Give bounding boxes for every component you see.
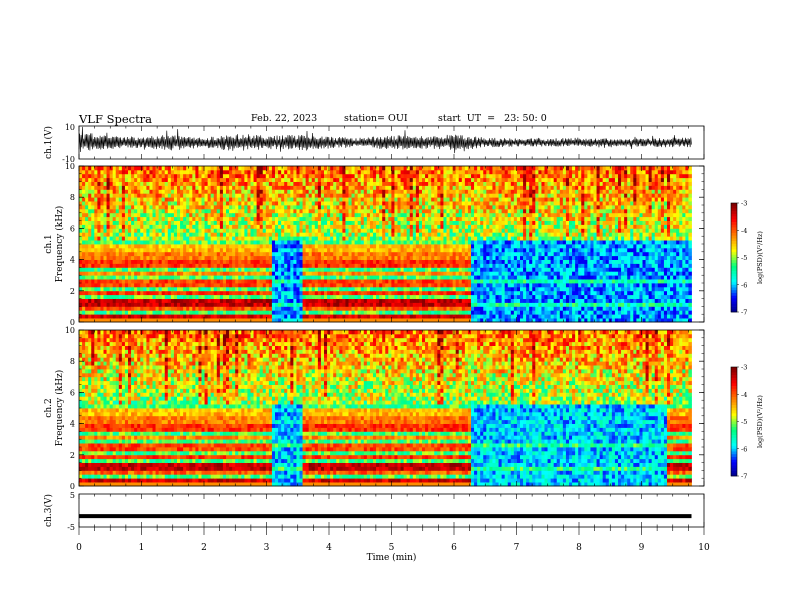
ch2-spectrogram-ytick-8: 8	[70, 357, 75, 366]
ch2-spectrogram-cbar-tick-m4: -4	[741, 391, 747, 399]
ch1-spectrogram-ytick-2: 2	[70, 287, 75, 296]
ch2-spectrogram	[79, 330, 692, 487]
ch1-spectrogram-cbar-tick-m4: -4	[741, 227, 747, 235]
ch1-spectrogram-cbar-tick-m3: -3	[741, 200, 747, 208]
ch1-spectrogram-ylabel-channel: ch.1	[44, 234, 54, 253]
ch2-spectrogram-cbar-label: log(PSD)(V²/Hz)	[756, 395, 764, 448]
ch1-spectrogram-ytick-10: 10	[65, 162, 75, 171]
ch1-ytick-top: 10	[65, 123, 75, 132]
ch1-spectrogram-ytick-0: 0	[70, 318, 75, 327]
ch2-spectrogram-cbar-tick-m3: -3	[741, 364, 747, 372]
xtick-4: 4	[326, 543, 332, 553]
ch2-spectrogram-cbar-tick-m7: -7	[741, 473, 747, 481]
ch1-waveform-trace	[78, 126, 692, 154]
ch1-spectrogram-ylabel: Frequency (kHz)	[54, 206, 65, 283]
xtick-5: 5	[389, 543, 395, 553]
ch1-spectrogram-ytick-6: 6	[70, 224, 75, 233]
xtick-3: 3	[264, 543, 270, 553]
ch2-spectrogram-cbar-tick-m5: -5	[741, 418, 747, 426]
x-axis-label: Time (min)	[367, 552, 417, 563]
xtick-0: 0	[76, 543, 82, 553]
ch2-spectrogram-ytick-10: 10	[65, 326, 75, 335]
ch2-spectrogram-ytick-6: 6	[70, 388, 75, 397]
ch3-ytick-bottom: -5	[67, 523, 75, 532]
ch2-spectrogram-ytick-0: 0	[70, 482, 75, 491]
ch2-spectrogram-ylabel: Frequency (kHz)	[54, 370, 65, 447]
ch3-ytick-top: 5	[70, 491, 75, 500]
ch1-spectrogram	[79, 166, 692, 323]
header-station: station= OUI	[344, 113, 408, 124]
ch1-waveform-ylabel: ch.1(V)	[43, 126, 54, 159]
xtick-9: 9	[639, 543, 645, 553]
xtick-6: 6	[451, 543, 457, 553]
header-title: VLF Spectra	[79, 112, 153, 126]
ch2-spectrogram-ytick-4: 4	[70, 420, 75, 429]
ch1-spectrogram-cbar-tick-m6: -6	[741, 281, 747, 289]
ch1-spectrogram-ytick-4: 4	[70, 256, 75, 265]
ch2-spectrogram-ylabel-channel: ch.2	[44, 398, 54, 417]
ch1-spectrogram-cbar-label: log(PSD)(V²/Hz)	[756, 231, 764, 284]
xtick-2: 2	[201, 543, 207, 553]
xtick-1: 1	[139, 543, 145, 553]
ch2-spectrogram-cbar-tick-m6: -6	[741, 445, 747, 453]
xtick-8: 8	[576, 543, 582, 553]
ch1-spectrogram-ytick-8: 8	[70, 193, 75, 202]
ch1-spectrogram-cbar-tick-m7: -7	[741, 309, 747, 317]
header-start-time: start UT = 23: 50: 0	[438, 113, 547, 124]
ch2-spectrogram-ytick-2: 2	[70, 451, 75, 460]
xtick-7: 7	[514, 543, 520, 553]
header-date: Feb. 22, 2023	[251, 113, 318, 124]
ch1-ytick-bottom: -10	[62, 155, 75, 164]
xtick-10: 10	[698, 543, 710, 553]
ch1-spectrogram-cbar-tick-m5: -5	[741, 254, 747, 262]
ch3-waveform-ylabel: ch.3(V)	[43, 494, 54, 527]
